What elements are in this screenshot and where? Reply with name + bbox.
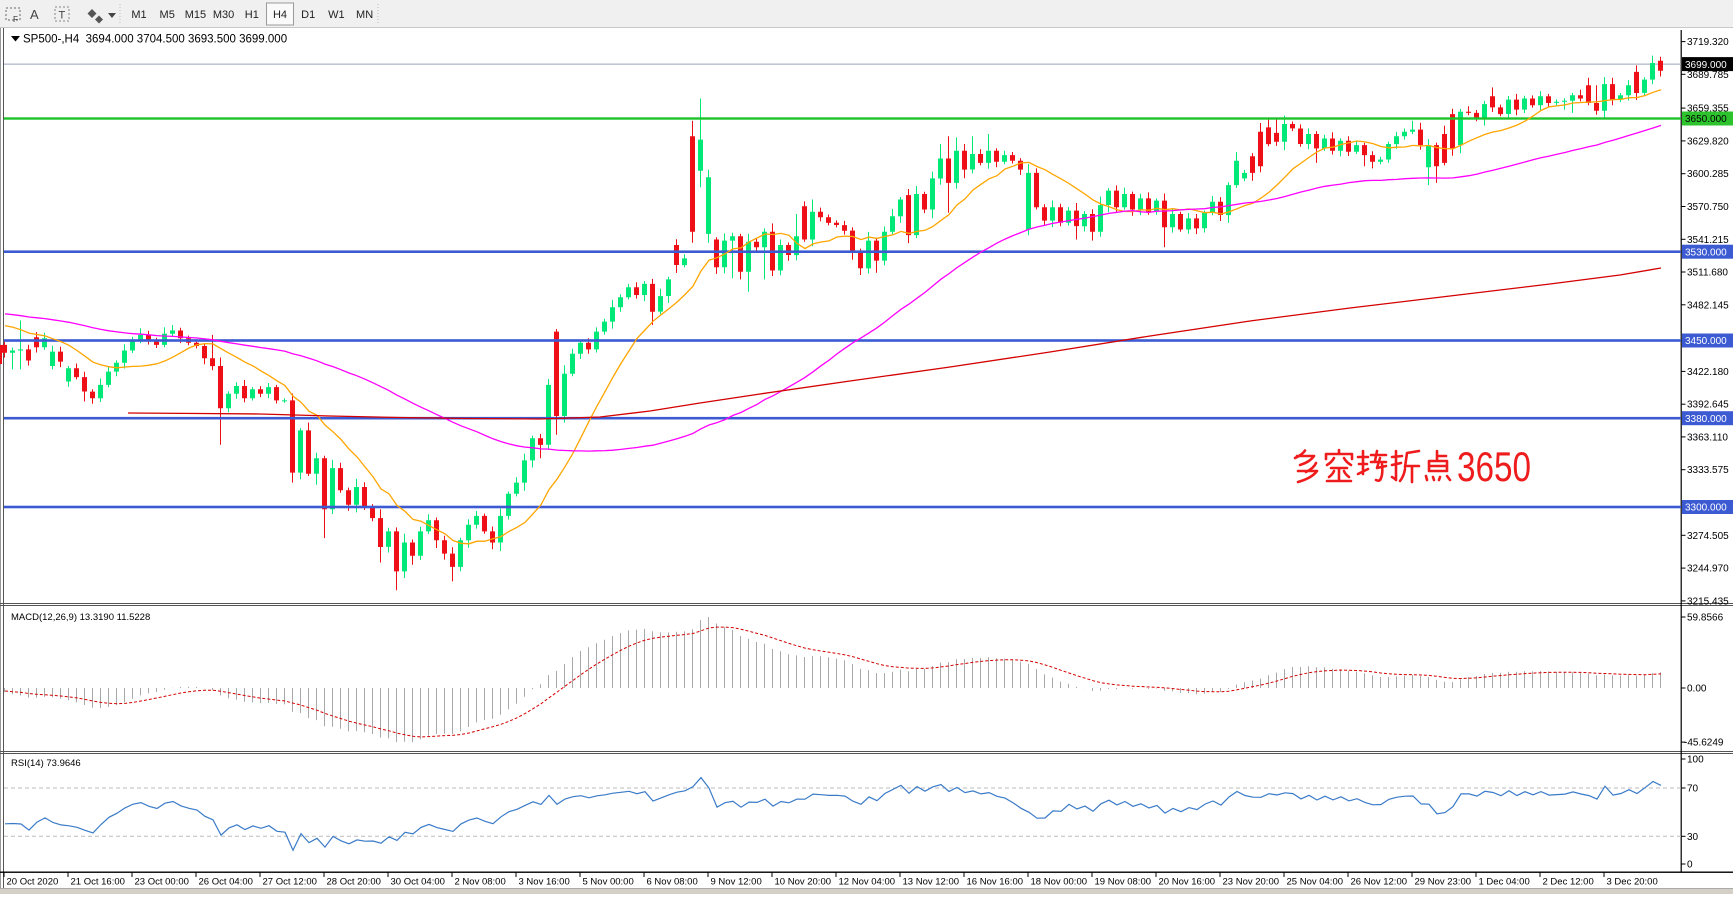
svg-text:10 Nov 20:00: 10 Nov 20:00	[775, 877, 832, 888]
svg-text:RSI(14) 73.9646: RSI(14) 73.9646	[11, 758, 81, 769]
svg-text:19 Nov 08:00: 19 Nov 08:00	[1095, 877, 1152, 888]
svg-text:M15: M15	[185, 9, 206, 21]
svg-text:3244.970: 3244.970	[1687, 564, 1729, 575]
svg-text:28 Oct 20:00: 28 Oct 20:00	[327, 877, 381, 888]
svg-text:3333.575: 3333.575	[1687, 465, 1729, 476]
svg-text:3689.785: 3689.785	[1687, 70, 1729, 81]
svg-text:26 Nov 12:00: 26 Nov 12:00	[1351, 877, 1408, 888]
svg-text:3274.505: 3274.505	[1687, 531, 1729, 542]
svg-text:3600.285: 3600.285	[1687, 169, 1729, 180]
svg-text:3363.110: 3363.110	[1687, 432, 1728, 443]
svg-text:M5: M5	[160, 9, 175, 21]
svg-text:5 Nov 00:00: 5 Nov 00:00	[583, 877, 634, 888]
svg-text:30 Oct 04:00: 30 Oct 04:00	[391, 877, 445, 888]
svg-text:T: T	[59, 10, 66, 22]
svg-text:W1: W1	[328, 9, 345, 21]
svg-text:A: A	[30, 7, 39, 22]
svg-text:30: 30	[1687, 832, 1699, 843]
svg-text:3659.355: 3659.355	[1687, 104, 1729, 115]
svg-text:M30: M30	[213, 9, 234, 21]
svg-text:3 Nov 16:00: 3 Nov 16:00	[519, 877, 570, 888]
svg-text:F: F	[13, 15, 18, 24]
svg-text:59.8566: 59.8566	[1687, 613, 1724, 624]
svg-text:SP500-,H4 3694.000 3704.500 3: SP500-,H4 3694.000 3704.500 3693.500 369…	[23, 34, 287, 46]
svg-text:70: 70	[1687, 784, 1699, 795]
svg-text:3650: 3650	[1457, 443, 1531, 490]
svg-text:D1: D1	[301, 9, 315, 21]
svg-text:3422.180: 3422.180	[1687, 367, 1729, 378]
svg-text:27 Oct 12:00: 27 Oct 12:00	[263, 877, 317, 888]
svg-text:3719.320: 3719.320	[1687, 37, 1729, 48]
svg-text:100: 100	[1687, 755, 1704, 766]
svg-text:2 Dec 12:00: 2 Dec 12:00	[1543, 877, 1594, 888]
svg-text:13 Nov 12:00: 13 Nov 12:00	[903, 877, 960, 888]
svg-text:MN: MN	[356, 9, 373, 21]
svg-text:H1: H1	[245, 9, 259, 21]
svg-text:23 Oct 00:00: 23 Oct 00:00	[135, 877, 189, 888]
svg-text:3450.000: 3450.000	[1685, 336, 1727, 347]
svg-text:3541.215: 3541.215	[1687, 235, 1729, 246]
svg-text:0.00: 0.00	[1687, 684, 1707, 695]
svg-text:H4: H4	[273, 9, 287, 21]
svg-text:M1: M1	[131, 9, 146, 21]
svg-text:3699.000: 3699.000	[1685, 60, 1727, 71]
svg-text:3650.000: 3650.000	[1685, 114, 1727, 125]
svg-text:12 Nov 04:00: 12 Nov 04:00	[839, 877, 896, 888]
svg-text:26 Oct 04:00: 26 Oct 04:00	[199, 877, 253, 888]
svg-text:3300.000: 3300.000	[1685, 503, 1727, 514]
svg-text:21 Oct 16:00: 21 Oct 16:00	[71, 877, 125, 888]
svg-text:1 Dec 04:00: 1 Dec 04:00	[1479, 877, 1530, 888]
svg-text:3629.820: 3629.820	[1687, 136, 1729, 147]
svg-text:29 Nov 23:00: 29 Nov 23:00	[1415, 877, 1472, 888]
svg-text:9 Nov 12:00: 9 Nov 12:00	[711, 877, 762, 888]
svg-text:3570.750: 3570.750	[1687, 202, 1729, 213]
svg-text:3215.435: 3215.435	[1687, 596, 1729, 607]
svg-text:3392.645: 3392.645	[1687, 400, 1729, 411]
svg-text:3 Dec 20:00: 3 Dec 20:00	[1607, 877, 1658, 888]
svg-text:25 Nov 04:00: 25 Nov 04:00	[1287, 877, 1344, 888]
svg-text:3530.000: 3530.000	[1685, 247, 1727, 258]
svg-text:3482.145: 3482.145	[1687, 300, 1729, 311]
svg-text:18 Nov 00:00: 18 Nov 00:00	[1031, 877, 1088, 888]
svg-text:20 Nov 16:00: 20 Nov 16:00	[1159, 877, 1216, 888]
svg-text:0: 0	[1687, 860, 1693, 871]
svg-text:20 Oct 2020: 20 Oct 2020	[7, 877, 59, 888]
svg-text:-45.6249: -45.6249	[1684, 738, 1724, 749]
svg-text:16 Nov 16:00: 16 Nov 16:00	[967, 877, 1024, 888]
svg-text:2 Nov 08:00: 2 Nov 08:00	[455, 877, 506, 888]
svg-text:3511.680: 3511.680	[1687, 268, 1728, 279]
svg-text:MACD(12,26,9) 13.3190 11.5228: MACD(12,26,9) 13.3190 11.5228	[11, 612, 150, 623]
svg-text:6 Nov 08:00: 6 Nov 08:00	[647, 877, 698, 888]
svg-text:23 Nov 20:00: 23 Nov 20:00	[1223, 877, 1280, 888]
svg-text:3380.000: 3380.000	[1685, 414, 1727, 425]
